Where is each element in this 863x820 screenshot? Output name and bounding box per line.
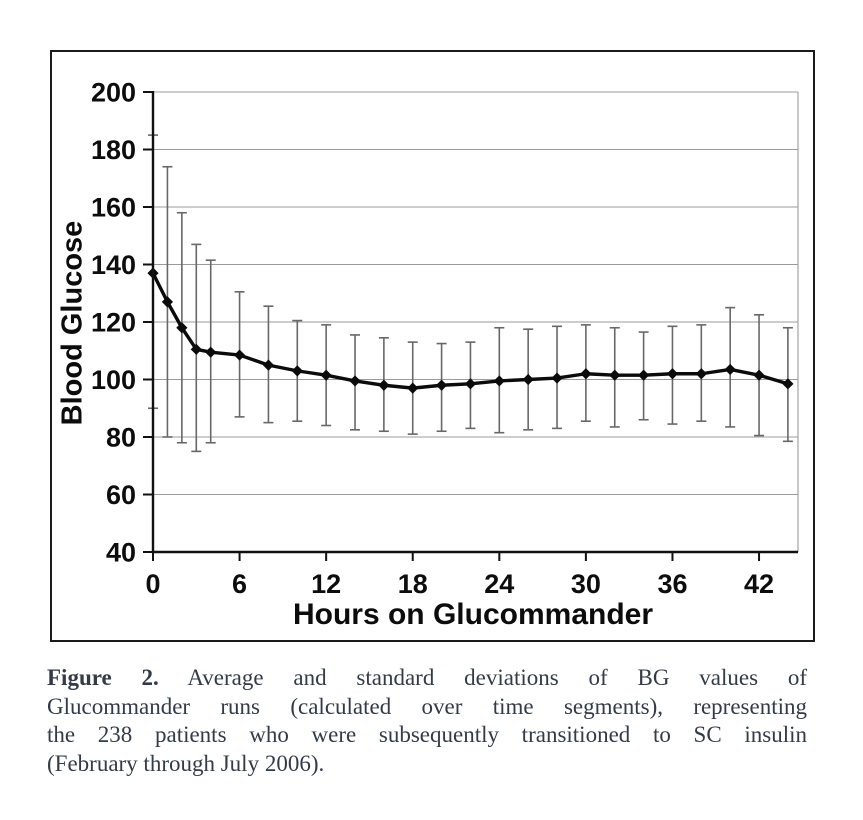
svg-text:12: 12 [311, 569, 341, 599]
chart-svg: 40 60 80 100 120 140 160 180 200 0 6 12 18 24 30 36 42 [91, 78, 799, 600]
y-axis-title: Blood Glucose [56, 220, 89, 426]
svg-text:140: 140 [91, 250, 136, 280]
figure-caption: Figure 2. Average and standard deviation… [47, 664, 807, 778]
caption-line-4: (February through July 2006). [47, 750, 325, 776]
svg-text:160: 160 [91, 193, 136, 223]
diamond-markers [147, 267, 794, 394]
x-axis-title: Hours on Glucommander [292, 598, 654, 631]
svg-text:24: 24 [484, 569, 514, 599]
svg-text:6: 6 [232, 569, 247, 599]
caption-line-3: the 238 patients who were subsequently t… [47, 722, 807, 748]
svg-text:30: 30 [571, 569, 601, 599]
svg-text:80: 80 [106, 423, 136, 453]
tick-labels: 40 60 80 100 120 140 160 180 200 0 6 12 18 24 30 36 42 [91, 78, 774, 600]
svg-text:0: 0 [145, 569, 160, 599]
caption-figure-label: Figure 2. [47, 665, 159, 690]
svg-text:100: 100 [91, 365, 136, 395]
error-bars [148, 134, 793, 453]
svg-text:36: 36 [657, 569, 687, 599]
caption-line-1: Figure 2. Average and standard deviation… [47, 664, 807, 693]
svg-text:200: 200 [91, 78, 136, 108]
figure-border [50, 50, 815, 642]
svg-text:18: 18 [398, 569, 428, 599]
svg-text:60: 60 [106, 480, 136, 510]
caption-line-1-text: Average and standard deviations of BG va… [187, 665, 808, 690]
caption-line-2: Glucommander runs (calculated over time … [47, 693, 807, 719]
gridlines [153, 91, 799, 552]
svg-text:120: 120 [91, 308, 136, 338]
svg-text:42: 42 [744, 569, 774, 599]
axes [143, 91, 798, 561]
svg-text:180: 180 [91, 135, 136, 165]
svg-text:40: 40 [106, 538, 136, 568]
